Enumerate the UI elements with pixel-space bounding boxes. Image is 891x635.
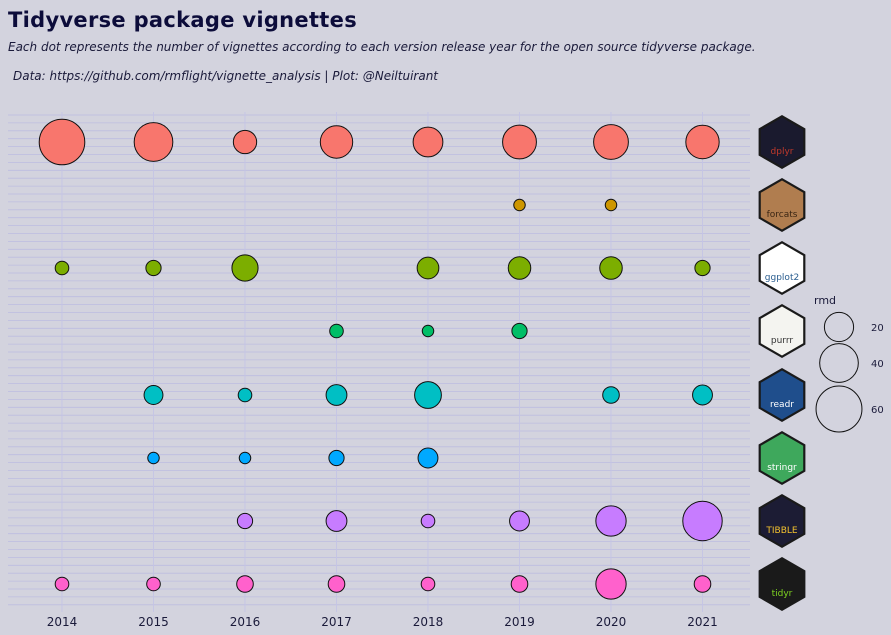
hex-logo-label: tidyr (772, 589, 793, 599)
point-dplyr-2016 (232, 129, 258, 155)
hex-logo-label: stringr (767, 463, 797, 473)
point-tidyr-2020 (595, 568, 627, 600)
size-legend: rmd 20 40 60 (814, 294, 884, 433)
x-tick-label: 2015 (138, 615, 169, 629)
x-tick-label: 2021 (687, 615, 718, 629)
hex-logo-readr: readr (758, 368, 806, 422)
point-tibble-2021 (682, 500, 723, 542)
point-readr-2017 (325, 384, 348, 406)
x-axis-ticks: 2014 2015 2016 2017 2018 2019 2020 2021 (47, 615, 718, 629)
point-ggplot2-2020 (599, 256, 623, 280)
x-tick-label: 2016 (230, 615, 261, 629)
point-purrr-2018 (421, 324, 435, 338)
point-ggplot2-2015 (145, 259, 162, 277)
point-dplyr-2020 (593, 124, 629, 160)
chart-caption: Data: https://github.com/rmflight/vignet… (13, 69, 439, 83)
legend-label: 40 (871, 359, 884, 370)
point-readr-2015 (143, 385, 164, 405)
point-ggplot2-2014 (54, 260, 70, 276)
hex-logo-stringr: stringr (758, 431, 806, 485)
point-tibble-2020 (595, 505, 627, 537)
point-dplyr-2015 (133, 122, 174, 162)
point-readr-2018 (414, 381, 442, 409)
point-stringr-2016 (238, 451, 252, 465)
point-tidyr-2017 (327, 575, 346, 593)
chart-title: Tidyverse package vignettes (8, 8, 357, 32)
chart-subtitle: Each dot represents the number of vignet… (8, 40, 756, 54)
hex-logo-label: dplyr (771, 147, 794, 157)
x-tick-label: 2020 (596, 615, 627, 629)
point-tibble-2016 (236, 512, 254, 530)
legend-circle (819, 343, 859, 383)
x-tick-label: 2018 (413, 615, 444, 629)
point-ggplot2-2018 (416, 256, 440, 280)
hex-logo-dplyr: dplyr (758, 115, 806, 169)
point-readr-2020 (602, 386, 620, 404)
x-tick-label: 2014 (47, 615, 78, 629)
point-readr-2016 (237, 387, 253, 403)
x-tick-label: 2019 (504, 615, 535, 629)
legend-title: rmd (814, 294, 836, 307)
hex-logo-forcats: forcats (758, 178, 806, 232)
hex-logo-ggplot2: ggplot2 (758, 241, 806, 295)
point-tibble-2019 (509, 510, 530, 532)
point-tidyr-2018 (420, 576, 436, 592)
point-readr-2021 (692, 384, 713, 406)
hex-logo-label: readr (770, 400, 794, 410)
point-tibble-2017 (325, 510, 348, 532)
hex-logo-label: forcats (767, 210, 798, 220)
point-tidyr-2016 (236, 575, 254, 593)
legend-circle (815, 385, 863, 433)
point-tibble-2018 (420, 513, 436, 529)
point-dplyr-2014 (38, 118, 86, 166)
point-dplyr-2021 (685, 124, 720, 160)
x-tick-label: 2017 (321, 615, 352, 629)
point-dplyr-2017 (319, 125, 354, 159)
point-tidyr-2021 (693, 575, 712, 593)
legend-label: 60 (871, 405, 884, 416)
point-stringr-2018 (417, 447, 439, 469)
point-tidyr-2015 (146, 576, 161, 592)
point-forcats-2020 (604, 198, 618, 212)
legend-label: 20 (871, 323, 884, 334)
point-stringr-2017 (328, 449, 345, 467)
hex-logo-label: purrr (771, 336, 794, 346)
package-hex-logos: dplyr forcats ggplot2 purrr readr stringr TIBB… (758, 115, 806, 611)
hex-logo-label: ggplot2 (765, 273, 799, 283)
data-points (38, 118, 723, 600)
point-purrr-2019 (511, 322, 528, 340)
point-purrr-2017 (329, 323, 344, 339)
legend-circle (823, 311, 855, 343)
hex-logo-purrr: purrr (758, 304, 806, 358)
grid-lines (8, 112, 750, 612)
hex-logo-tidyr: tidyr (758, 557, 806, 611)
point-tidyr-2014 (54, 576, 70, 592)
point-stringr-2015 (147, 451, 160, 465)
point-ggplot2-2021 (694, 259, 711, 277)
point-dplyr-2018 (412, 126, 444, 158)
point-dplyr-2019 (502, 124, 537, 160)
point-tidyr-2019 (510, 575, 529, 593)
point-ggplot2-2016 (231, 254, 259, 282)
hex-logo-label: TIBBLE (765, 526, 798, 536)
point-ggplot2-2019 (507, 256, 532, 280)
point-forcats-2019 (513, 198, 526, 212)
hex-logo-tibble: TIBBLE (758, 494, 806, 548)
